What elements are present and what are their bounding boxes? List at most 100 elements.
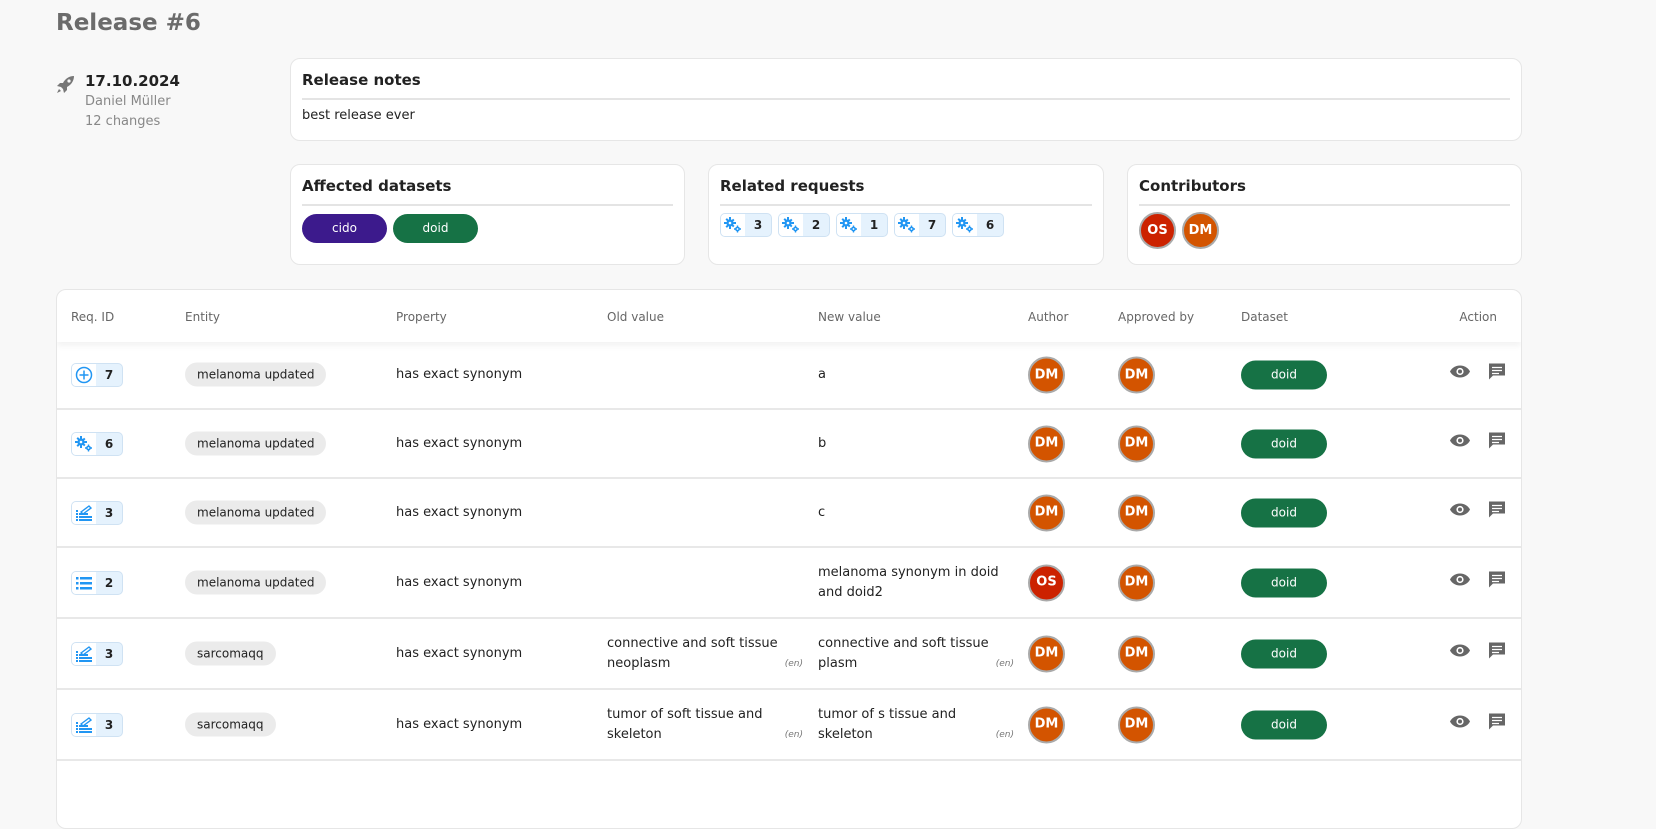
list-icon: [72, 571, 96, 594]
view-eye-icon[interactable]: [1449, 571, 1471, 594]
dataset-pill-doid[interactable]: doid: [393, 214, 478, 243]
related-request-chip[interactable]: 1: [836, 213, 888, 237]
author-avatar[interactable]: DM: [1028, 494, 1065, 531]
new-value-cell: tumor of s tissue and skeleton (en): [818, 705, 1014, 745]
request-id: 3: [753, 218, 763, 232]
new-value: tumor of s tissue and skeleton: [818, 706, 957, 742]
header-approved-by[interactable]: Approved by: [1118, 310, 1195, 324]
request-id: 6: [104, 436, 114, 451]
affected-datasets-card: Affected datasets cido doid: [290, 164, 685, 265]
header-req-id[interactable]: Req. ID: [71, 310, 115, 324]
approved-avatar[interactable]: DM: [1118, 494, 1155, 531]
release-changes: 12 changes: [85, 114, 161, 129]
approved-avatar[interactable]: DM: [1118, 706, 1155, 743]
dataset-pill[interactable]: doid: [1241, 568, 1327, 597]
changes-table: Req. ID Entity Property Old value New va…: [56, 289, 1522, 829]
entity-chip[interactable]: melanoma updated: [185, 431, 327, 455]
new-value: a: [818, 367, 826, 382]
release-notes-title: Release notes: [302, 71, 1510, 100]
author-avatar[interactable]: DM: [1028, 635, 1065, 672]
author-avatar[interactable]: DM: [1028, 425, 1065, 462]
property: has exact synonym: [396, 716, 523, 732]
contributors-title: Contributors: [1139, 177, 1510, 206]
request-id-chip[interactable]: 3: [71, 641, 123, 666]
property: has exact synonym: [396, 504, 523, 520]
new-value-cell: c: [818, 503, 1008, 523]
comment-icon[interactable]: [1487, 499, 1507, 526]
view-eye-icon[interactable]: [1449, 432, 1471, 455]
request-id: 2: [104, 575, 114, 590]
dataset-pill[interactable]: doid: [1241, 360, 1327, 390]
entity-chip[interactable]: sarcomaqq: [185, 641, 276, 665]
related-requests-card: Related requests 3 2 1 7 6: [708, 164, 1104, 265]
comment-icon[interactable]: [1487, 430, 1507, 457]
new-value-cell: a: [818, 365, 1008, 385]
new-value-cell: b: [818, 434, 1008, 454]
view-eye-icon[interactable]: [1449, 501, 1471, 524]
old-value-cell: connective and soft tissue neoplasm (en): [607, 634, 803, 674]
entity-chip[interactable]: melanoma updated: [185, 570, 327, 594]
contributor-avatar[interactable]: OS: [1139, 212, 1176, 249]
view-eye-icon[interactable]: [1449, 364, 1471, 387]
edit-list-icon: [72, 713, 96, 736]
request-id: 2: [811, 218, 821, 232]
approved-avatar[interactable]: DM: [1118, 356, 1155, 394]
property: has exact synonym: [396, 367, 523, 382]
header-property[interactable]: Property: [396, 310, 447, 324]
author-avatar[interactable]: DM: [1028, 356, 1065, 394]
related-request-chip[interactable]: 6: [952, 213, 1004, 237]
header-new-value[interactable]: New value: [818, 310, 881, 324]
old-value: connective and soft tissue neoplasm: [607, 635, 778, 671]
comment-icon[interactable]: [1487, 569, 1507, 596]
gears-icon: [895, 214, 919, 236]
author-avatar[interactable]: OS: [1028, 564, 1065, 601]
approved-avatar[interactable]: DM: [1118, 635, 1155, 672]
property: has exact synonym: [396, 574, 523, 590]
edit-list-icon: [72, 642, 96, 665]
header-entity[interactable]: Entity: [185, 310, 221, 324]
dataset-pill[interactable]: doid: [1241, 639, 1327, 668]
request-id-chip[interactable]: 7: [71, 363, 123, 387]
entity-chip[interactable]: sarcomaqq: [185, 712, 276, 736]
approved-avatar[interactable]: DM: [1118, 564, 1155, 601]
request-id-chip[interactable]: 6: [71, 431, 123, 456]
rocket-icon: [57, 76, 74, 93]
view-eye-icon[interactable]: [1449, 642, 1471, 665]
header-action: Action: [1459, 310, 1497, 324]
request-id: 7: [104, 368, 114, 382]
request-id: 3: [104, 505, 114, 520]
view-eye-icon[interactable]: [1449, 713, 1471, 736]
release-notes-card: Release notes best release ever: [290, 58, 1522, 141]
header-author[interactable]: Author: [1028, 310, 1069, 324]
comment-icon[interactable]: [1487, 711, 1507, 738]
language-tag: (en): [995, 729, 1014, 740]
related-request-chip[interactable]: 7: [894, 213, 946, 237]
comment-icon[interactable]: [1487, 640, 1507, 667]
contributor-avatar[interactable]: DM: [1182, 212, 1219, 249]
related-request-chip[interactable]: 3: [720, 213, 772, 237]
dataset-pill[interactable]: doid: [1241, 429, 1327, 458]
author-avatar[interactable]: DM: [1028, 706, 1065, 743]
dataset-pill-cido[interactable]: cido: [302, 214, 387, 243]
old-value: tumor of soft tissue and skeleton: [607, 706, 763, 742]
request-id-chip[interactable]: 3: [71, 712, 123, 737]
plus-circle-icon: [72, 364, 96, 386]
comment-icon[interactable]: [1487, 362, 1507, 389]
table-row: [57, 761, 1521, 828]
new-value: melanoma synonym in doid and doid2: [818, 564, 999, 600]
entity-chip[interactable]: melanoma updated: [185, 362, 327, 387]
related-request-chip[interactable]: 2: [778, 213, 830, 237]
table-row: 3 melanoma updated has exact synonym c D…: [57, 479, 1521, 548]
entity-chip[interactable]: melanoma updated: [185, 500, 327, 524]
approved-avatar[interactable]: DM: [1118, 425, 1155, 462]
dataset-pill[interactable]: doid: [1241, 710, 1327, 739]
request-id: 7: [927, 218, 937, 232]
header-old-value[interactable]: Old value: [607, 310, 664, 324]
request-id: 6: [985, 218, 995, 232]
dataset-pill[interactable]: doid: [1241, 498, 1327, 527]
gears-icon: [779, 214, 803, 236]
release-notes-text: best release ever: [302, 108, 415, 123]
request-id-chip[interactable]: 2: [71, 570, 123, 595]
request-id-chip[interactable]: 3: [71, 500, 123, 525]
header-dataset[interactable]: Dataset: [1241, 310, 1288, 324]
